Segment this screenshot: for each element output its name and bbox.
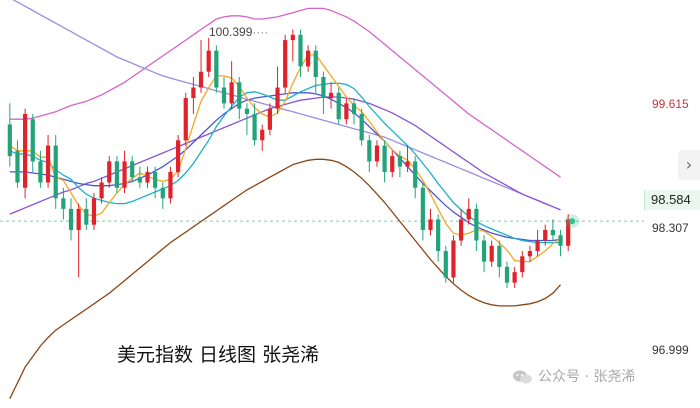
- candle-body: [413, 161, 418, 188]
- candle-body: [252, 113, 257, 141]
- candle-body: [443, 251, 448, 278]
- candle-body: [306, 50, 311, 67]
- candle-body: [336, 92, 341, 120]
- watermark: 公众号 · 张尧浠: [512, 366, 635, 386]
- candle-body: [15, 150, 20, 183]
- candle-body: [7, 124, 12, 157]
- candle-body: [474, 208, 479, 241]
- candle-body: [107, 161, 112, 183]
- candle-body: [550, 229, 555, 236]
- candle-body: [520, 256, 525, 273]
- candle-body: [244, 108, 250, 114]
- boll-upper-line: [9, 7, 561, 178]
- candle-body: [160, 187, 165, 199]
- watermark-text: 公众号 · 张尧浠: [538, 369, 636, 385]
- candle-body: [206, 50, 211, 72]
- y-tick-label-lower: 96.999: [652, 343, 689, 357]
- candle-body: [359, 113, 364, 141]
- candle-body: [221, 87, 227, 104]
- candle-body: [351, 103, 357, 114]
- candle-body: [374, 145, 380, 162]
- candle-body: [527, 251, 533, 257]
- candle-body: [543, 229, 548, 241]
- candle-body: [504, 266, 510, 283]
- candle-body: [23, 113, 28, 188]
- candle-body: [298, 34, 303, 67]
- candle-body: [489, 245, 494, 262]
- candle-body: [183, 98, 188, 141]
- candle-body: [38, 161, 43, 183]
- candle-body: [76, 208, 81, 230]
- candle-body: [130, 161, 135, 178]
- candle-body: [68, 208, 74, 230]
- candle-body: [153, 171, 158, 188]
- y-tick-label-upper: 99.615: [652, 97, 689, 111]
- candle-body: [84, 208, 89, 225]
- max-price-annotation: 100.399····: [209, 25, 269, 39]
- candle-body: [229, 82, 234, 104]
- ma-xlong-line: [12, 0, 561, 211]
- candle-body: [137, 177, 142, 183]
- current-price-label: 98.584: [644, 190, 700, 210]
- candle-body: [99, 182, 104, 199]
- candle-body: [214, 50, 219, 88]
- candle-body: [436, 219, 441, 252]
- candle-body: [61, 198, 66, 209]
- candle-body: [30, 119, 35, 162]
- candle-body: [290, 34, 295, 41]
- candle-body: [428, 219, 433, 230]
- candle-body: [321, 77, 326, 99]
- candle-body: [328, 92, 334, 99]
- candle-body: [497, 245, 502, 267]
- candle-body: [175, 140, 181, 172]
- candle-body: [566, 219, 571, 246]
- candle-body: [466, 208, 471, 220]
- ma5-line: [9, 54, 561, 263]
- chevron-right-icon[interactable]: ›: [678, 150, 700, 180]
- candle-body: [367, 140, 372, 162]
- candle-body: [313, 50, 318, 78]
- candle-body: [397, 156, 403, 167]
- y-tick-label-middle: 98.307: [652, 221, 689, 235]
- candle-body: [45, 145, 51, 183]
- candle-body: [260, 129, 265, 141]
- chart-caption: 美元指数 日线图 张尧浠: [117, 344, 320, 366]
- candle-body: [558, 235, 563, 246]
- candle-body: [91, 198, 97, 225]
- candle-body: [382, 145, 387, 172]
- candle-body: [168, 171, 173, 199]
- candle-body: [114, 161, 120, 188]
- candle-body: [420, 187, 425, 230]
- candle-body: [344, 103, 349, 120]
- candle-body: [237, 82, 242, 109]
- candle-body: [122, 161, 127, 188]
- candle-body: [512, 272, 517, 283]
- candle-body: [405, 161, 410, 167]
- boll-lower-line: [9, 158, 561, 399]
- candle-body: [198, 71, 204, 88]
- candle-body: [390, 156, 395, 172]
- candle-body: [191, 87, 196, 99]
- candle-body: [458, 219, 464, 241]
- candle-body: [53, 145, 58, 199]
- candle-body: [275, 87, 280, 109]
- current-price-dot: [569, 218, 576, 225]
- candle-body: [145, 171, 150, 183]
- candle-body: [283, 40, 288, 88]
- candle-body: [535, 240, 540, 252]
- candle-body: [451, 240, 456, 278]
- ma-long-line: [9, 96, 561, 215]
- candle-body: [481, 240, 487, 262]
- wechat-icon: [512, 369, 534, 385]
- candle-body: [267, 108, 272, 130]
